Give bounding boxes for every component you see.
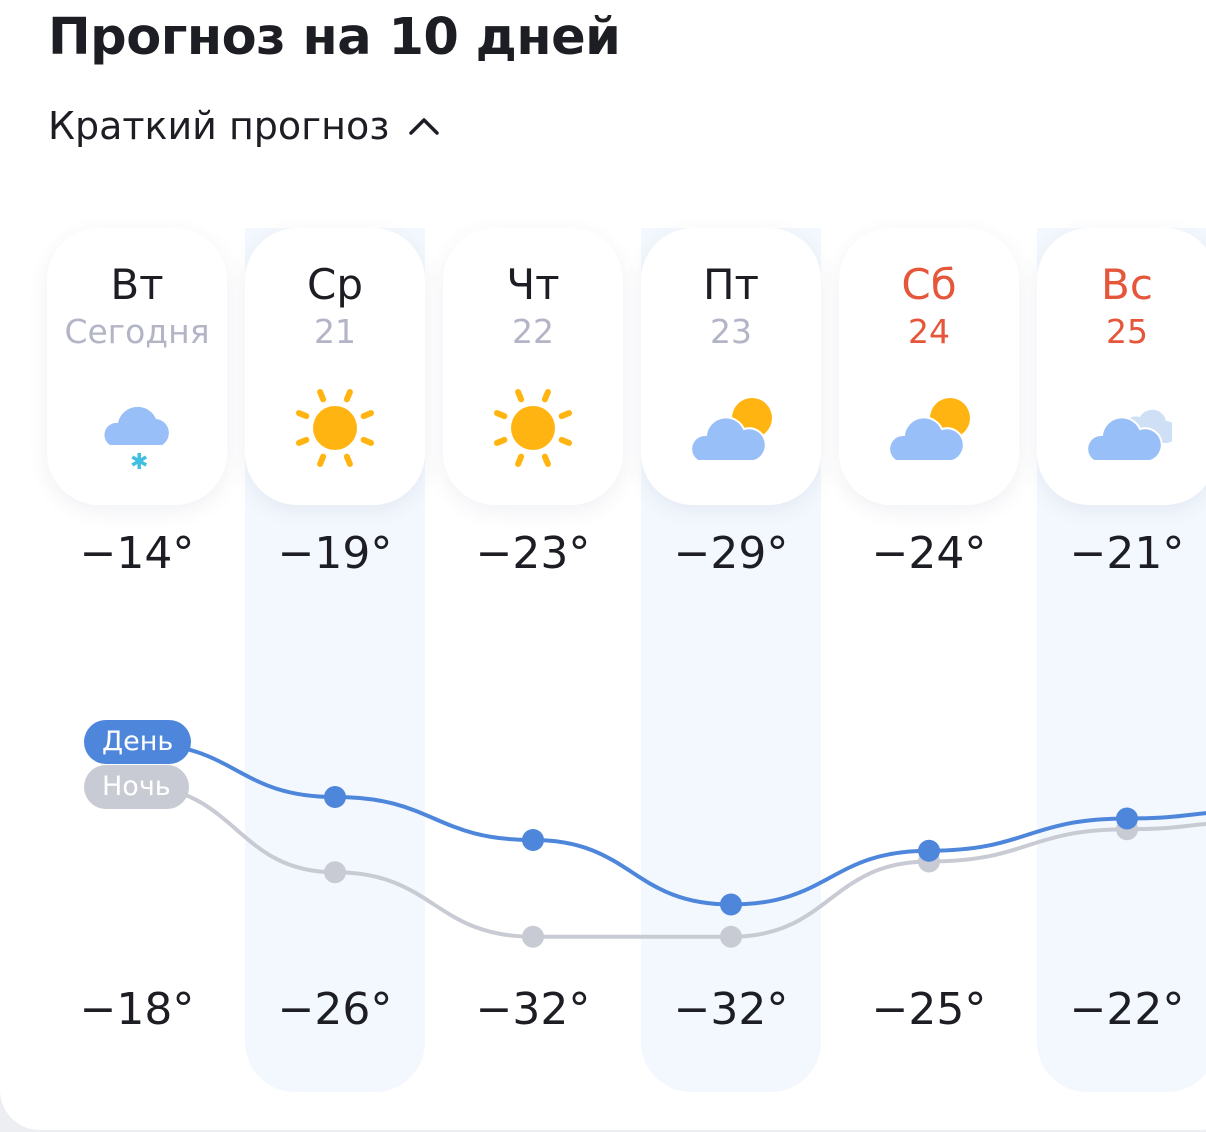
day-of-week: Сб bbox=[901, 260, 957, 309]
day-of-week: Чт bbox=[506, 260, 560, 309]
day-card[interactable]: Пт 23 bbox=[641, 228, 821, 505]
day-point bbox=[918, 839, 940, 862]
sun-icon bbox=[295, 388, 375, 468]
chevron-up-icon bbox=[409, 118, 440, 135]
day-temperature: −29° bbox=[673, 528, 789, 579]
day-temperature: −24° bbox=[871, 528, 987, 579]
partly-cloudy-icon bbox=[690, 398, 772, 462]
day-temperature: −23° bbox=[475, 528, 591, 579]
day-point bbox=[1116, 807, 1138, 830]
day-temperature-line bbox=[136, 741, 1206, 907]
night-temperature: −26° bbox=[277, 984, 393, 1035]
day-point bbox=[522, 829, 544, 851]
day-date: 25 bbox=[1106, 312, 1148, 351]
day-of-week: Ср bbox=[307, 260, 363, 309]
day-date: 21 bbox=[314, 312, 356, 351]
night-temperature: −22° bbox=[1069, 984, 1185, 1035]
day-of-week: Пт bbox=[702, 260, 760, 309]
sun-icon bbox=[493, 388, 573, 468]
night-point bbox=[522, 925, 544, 948]
day-date: Сегодня bbox=[64, 312, 210, 351]
day-card[interactable]: Чт 22 bbox=[443, 228, 623, 505]
day-point bbox=[720, 893, 742, 916]
day-card[interactable]: Вт Сегодня ✱ bbox=[47, 228, 227, 505]
legend-night: Ночь bbox=[84, 765, 189, 809]
night-temperature-line bbox=[136, 784, 1206, 939]
day-card[interactable]: Сб 24 bbox=[839, 228, 1019, 505]
cloud-snow-icon: ✱ bbox=[104, 406, 169, 473]
day-card[interactable]: Ср 21 bbox=[245, 228, 425, 505]
svg-text:✱: ✱ bbox=[130, 450, 148, 473]
toggle-label: Краткий прогноз bbox=[48, 104, 390, 148]
day-date: 22 bbox=[512, 312, 554, 351]
night-point bbox=[720, 925, 742, 948]
day-date: 24 bbox=[908, 312, 950, 351]
day-temperature: −19° bbox=[277, 528, 393, 579]
night-point bbox=[324, 861, 346, 884]
day-temperature: −14° bbox=[79, 528, 195, 579]
day-of-week: Вс bbox=[1101, 260, 1153, 309]
night-temperature: −32° bbox=[673, 984, 789, 1035]
day-card[interactable]: Вс 25 bbox=[1037, 228, 1206, 505]
day-point bbox=[324, 786, 346, 808]
day-of-week: Вт bbox=[110, 260, 164, 309]
day-date: 23 bbox=[710, 312, 752, 351]
page-title: Прогноз на 10 дней bbox=[48, 8, 621, 67]
cloudy-icon bbox=[1086, 409, 1172, 462]
short-forecast-toggle[interactable]: Краткий прогноз bbox=[48, 104, 441, 148]
legend-day: День bbox=[84, 720, 192, 764]
day-temperature: −21° bbox=[1069, 528, 1185, 579]
night-temperature: −25° bbox=[871, 984, 987, 1035]
partly-cloudy-icon bbox=[888, 398, 970, 462]
night-temperature: −18° bbox=[79, 984, 195, 1035]
night-temperature: −32° bbox=[475, 984, 591, 1035]
